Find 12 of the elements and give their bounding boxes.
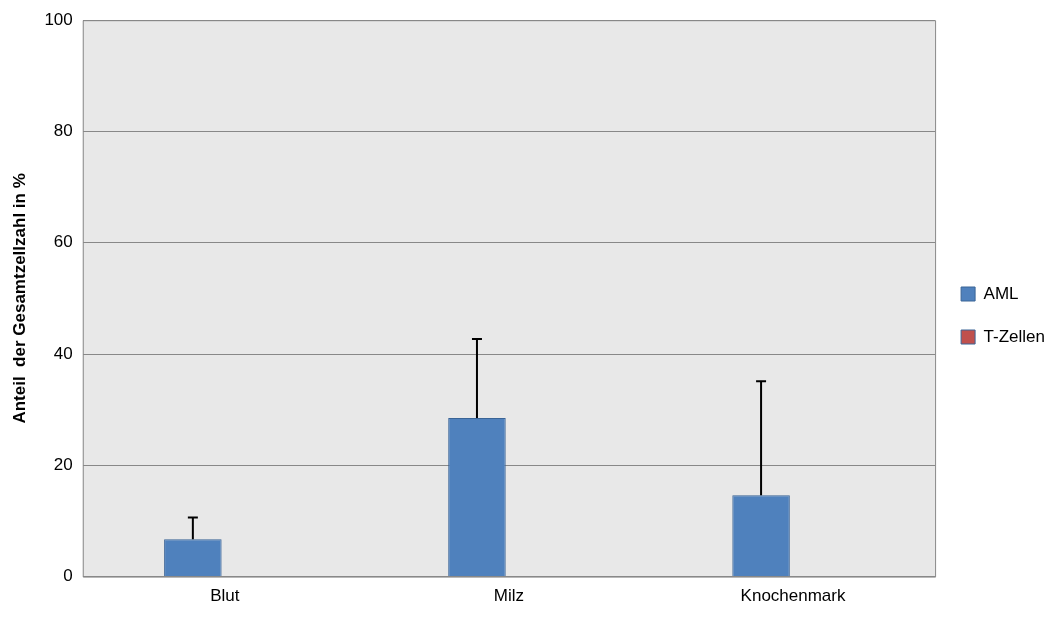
x-tick-label: Blut [210,586,240,606]
legend-label: AML [983,283,1019,303]
y-axis-title: Anteil der Gesamtzellzahl in % [9,173,29,424]
x-tick-label: Knochenmark [740,586,846,606]
legend-label: T-Zellen [983,326,1046,346]
y-tick-label: 0 [63,566,73,586]
y-tick-label: 100 [44,9,73,29]
y-tick-label: 20 [53,455,73,475]
x-tick-label: Milz [493,586,525,606]
y-tick-label: 80 [53,121,73,141]
y-tick-label: 40 [53,343,73,363]
y-tick-label: 60 [53,232,73,252]
